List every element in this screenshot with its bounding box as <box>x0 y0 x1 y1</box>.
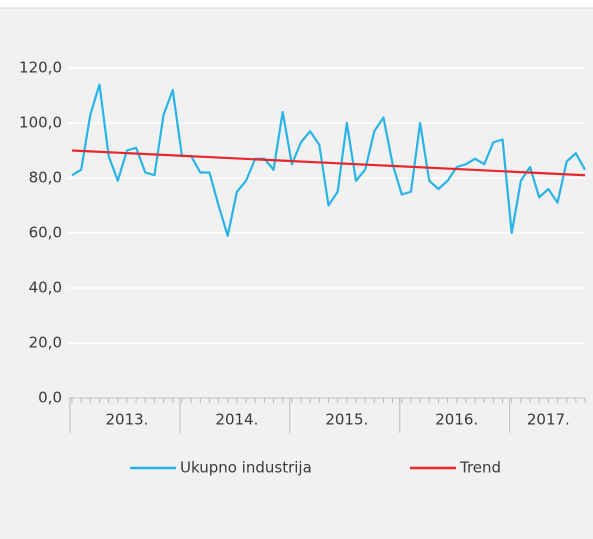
legend-label: Ukupno industrija <box>180 459 312 477</box>
y-tick-label: 0,0 <box>38 389 62 407</box>
x-tick-label: 2016. <box>435 411 478 429</box>
top-band <box>0 0 593 8</box>
y-tick-label: 40,0 <box>29 279 62 297</box>
y-tick-label: 120,0 <box>19 59 62 77</box>
x-tick-label: 2015. <box>325 411 368 429</box>
x-tick-label: 2013. <box>105 411 148 429</box>
y-tick-label: 100,0 <box>19 114 62 132</box>
series-line <box>71 83 586 237</box>
legend-label: Trend <box>459 459 501 477</box>
y-tick-label: 80,0 <box>29 169 62 187</box>
y-tick-label: 20,0 <box>29 334 62 352</box>
x-tick-label: 2014. <box>215 411 258 429</box>
y-tick-label: 60,0 <box>29 224 62 242</box>
series-line <box>71 149 586 177</box>
x-tick-label: 2017. <box>527 411 570 429</box>
